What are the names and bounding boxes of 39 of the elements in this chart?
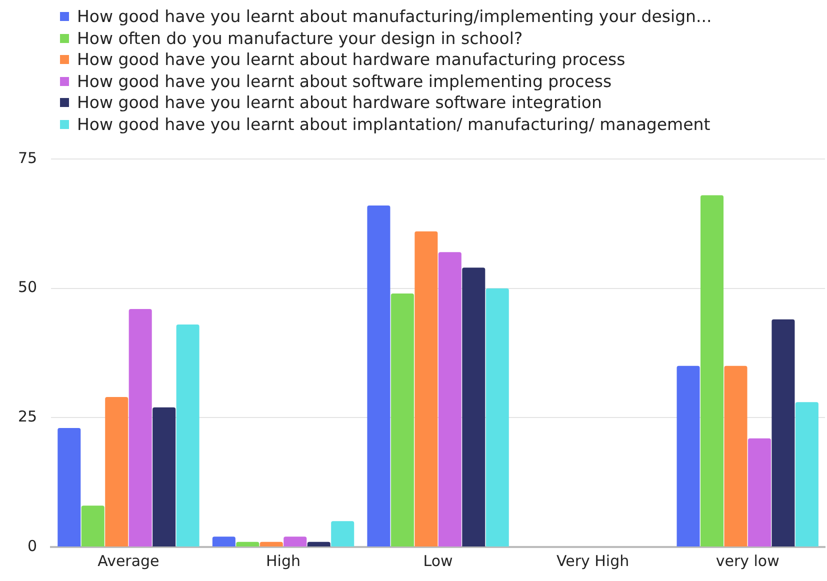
legend-label: How good have you learnt about implantation/ manufacturing/ management <box>77 114 710 135</box>
x-tick-label: High <box>266 552 301 570</box>
bar <box>260 542 283 546</box>
bar <box>81 506 104 546</box>
bar <box>700 195 724 546</box>
bar <box>58 428 81 546</box>
bar <box>236 542 260 546</box>
bar <box>152 407 176 546</box>
bar <box>462 268 486 546</box>
legend-label: How good have you learnt about hardware manufacturing process <box>77 49 626 70</box>
x-tick-label: very low <box>716 552 780 570</box>
bar <box>414 231 438 546</box>
x-tick-label: Very High <box>556 552 630 570</box>
x-tick-label: Average <box>98 552 160 570</box>
bar <box>772 319 795 546</box>
bar <box>176 324 200 546</box>
bar <box>367 206 390 546</box>
y-tick-label: 0 <box>28 536 38 555</box>
bar <box>724 366 748 546</box>
x-tick-label: Low <box>423 552 453 570</box>
bar <box>676 366 700 546</box>
y-tick-label: 50 <box>18 278 38 296</box>
legend-label: How good have you learnt about manufacturing/implementing your design... <box>77 6 712 28</box>
bar <box>390 294 414 546</box>
legend-label: How good have you learnt about hardware software integration <box>77 92 602 114</box>
bar <box>284 536 307 546</box>
bar <box>438 252 462 546</box>
bar <box>486 288 509 546</box>
bar <box>105 396 128 546</box>
legend-label: How good have you learnt about software implementing process <box>77 70 612 92</box>
legend-label: How often do you manufacture your design in school? <box>77 28 523 49</box>
bar <box>128 309 152 546</box>
bar <box>212 536 236 546</box>
bar <box>795 402 818 546</box>
y-tick-label: 75 <box>18 148 38 167</box>
bar <box>307 542 330 546</box>
bar <box>331 521 354 546</box>
y-tick-label: 25 <box>18 408 38 426</box>
bar <box>748 438 771 546</box>
